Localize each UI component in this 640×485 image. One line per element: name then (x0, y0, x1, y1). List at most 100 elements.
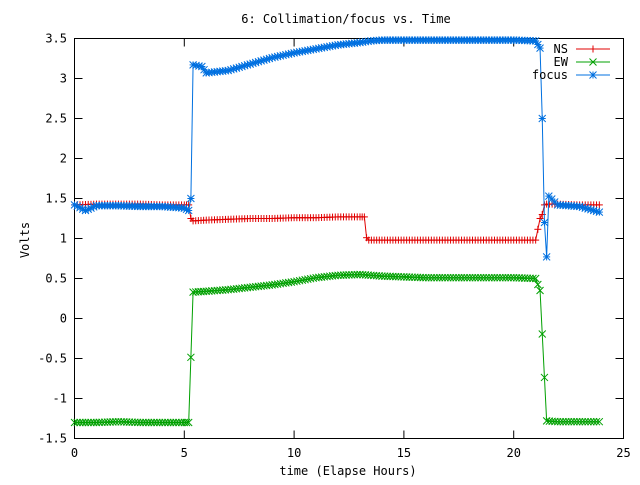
data-point-EW (460, 273, 469, 282)
data-point-NS (534, 225, 542, 233)
data-point-EW (81, 418, 90, 427)
data-point-EW (441, 273, 449, 282)
data-point-EW (562, 417, 570, 426)
data-point-NS (532, 236, 540, 244)
data-point-EW (465, 273, 474, 282)
data-point-EW (496, 273, 504, 282)
data-point-EW (161, 418, 169, 427)
data-point-EW (70, 418, 79, 427)
y-tick-label: 2.5 (45, 112, 67, 126)
y-tick-label: 0.5 (45, 272, 67, 286)
chart-title: 6: Collimation/focus vs. Time (241, 12, 451, 26)
data-point-focus (595, 208, 604, 216)
x-tick-label: 15 (397, 446, 411, 460)
legend-label-NS: NS (554, 42, 568, 56)
data-point-EW (150, 418, 158, 427)
y-tick-label: -0.5 (38, 352, 67, 366)
data-point-EW (84, 418, 93, 427)
y-tick-label: 0 (60, 312, 67, 326)
data-point-EW (531, 274, 540, 283)
y-tick-label: 1.5 (45, 192, 67, 206)
ticks: -1.5 -1 -0.5 0 0.5 1 1.5 2 2.5 3 3.5 0 5 10 15 20 25 (38, 32, 631, 461)
series-focus (70, 36, 604, 261)
data-point-EW (443, 273, 452, 282)
data-point-EW (564, 417, 573, 426)
data-point-EW (449, 273, 458, 282)
data-point-EW (147, 418, 156, 427)
data-point-EW (142, 418, 150, 427)
legend-marker-EW (589, 58, 597, 66)
y-axis-label: Volts (18, 222, 32, 258)
data-point-focus (184, 206, 193, 215)
data-point-EW (463, 273, 471, 282)
data-point-EW (584, 417, 592, 426)
data-point-EW (592, 417, 601, 426)
legend-marker-focus (589, 71, 597, 79)
data-point-NS (536, 215, 544, 222)
y-tick-label: -1.5 (38, 432, 67, 446)
data-point-EW (581, 417, 590, 426)
data-point-EW (567, 417, 576, 426)
data-point-EW (538, 330, 547, 338)
y-tick-label: 3.5 (45, 32, 67, 46)
data-point-EW (479, 273, 488, 282)
series-line-EW (74, 273, 600, 423)
data-point-EW (353, 270, 362, 279)
data-point-EW (487, 273, 496, 282)
data-point-EW (435, 273, 444, 282)
data-point-EW (89, 418, 98, 427)
data-point-EW (589, 417, 598, 426)
data-point-EW (540, 373, 549, 382)
data-point-focus (538, 114, 547, 123)
data-point-EW (87, 418, 95, 427)
data-point-EW (534, 280, 542, 289)
data-point-EW (166, 418, 175, 427)
series-layer (70, 36, 604, 427)
data-point-EW (468, 273, 477, 282)
data-point-EW (575, 417, 584, 426)
data-point-EW (474, 273, 482, 282)
data-point-EW (457, 273, 466, 282)
series-line-focus (74, 39, 600, 257)
data-point-EW (471, 273, 480, 282)
data-point-focus (542, 253, 551, 261)
data-point-EW (422, 273, 430, 282)
data-point-EW (595, 417, 604, 426)
data-point-EW (111, 417, 120, 426)
data-point-EW (174, 418, 183, 427)
data-point-EW (454, 273, 463, 282)
data-point-EW (490, 273, 499, 282)
x-tick-label: 0 (71, 446, 78, 460)
data-point-EW (493, 273, 502, 282)
data-point-EW (163, 418, 172, 427)
y-tick-label: 3 (60, 72, 67, 86)
data-point-EW (155, 418, 164, 427)
x-axis-label: time (Elapse Hours) (279, 464, 416, 478)
data-point-EW (529, 274, 537, 283)
data-point-EW (187, 353, 195, 362)
data-point-EW (430, 273, 438, 282)
data-point-EW (507, 273, 515, 282)
data-point-EW (572, 417, 581, 426)
data-point-EW (556, 417, 565, 426)
data-point-EW (427, 273, 436, 282)
data-point-EW (553, 417, 562, 426)
legend-marker-NS (589, 45, 597, 53)
data-point-EW (73, 418, 82, 427)
x-tick-label: 10 (287, 446, 301, 460)
y-tick-label: 1 (60, 232, 67, 246)
data-point-EW (587, 417, 595, 426)
data-point-EW (172, 418, 180, 427)
data-point-EW (452, 273, 460, 282)
x-tick-label: 25 (616, 446, 630, 460)
data-point-focus (536, 44, 544, 52)
legend-label-focus: focus (532, 68, 568, 82)
data-point-EW (559, 417, 567, 426)
data-point-EW (139, 418, 147, 427)
x-tick-label: 5 (181, 446, 188, 460)
y-tick-label: 2 (60, 152, 67, 166)
data-point-EW (182, 418, 191, 427)
data-point-EW (570, 417, 578, 426)
